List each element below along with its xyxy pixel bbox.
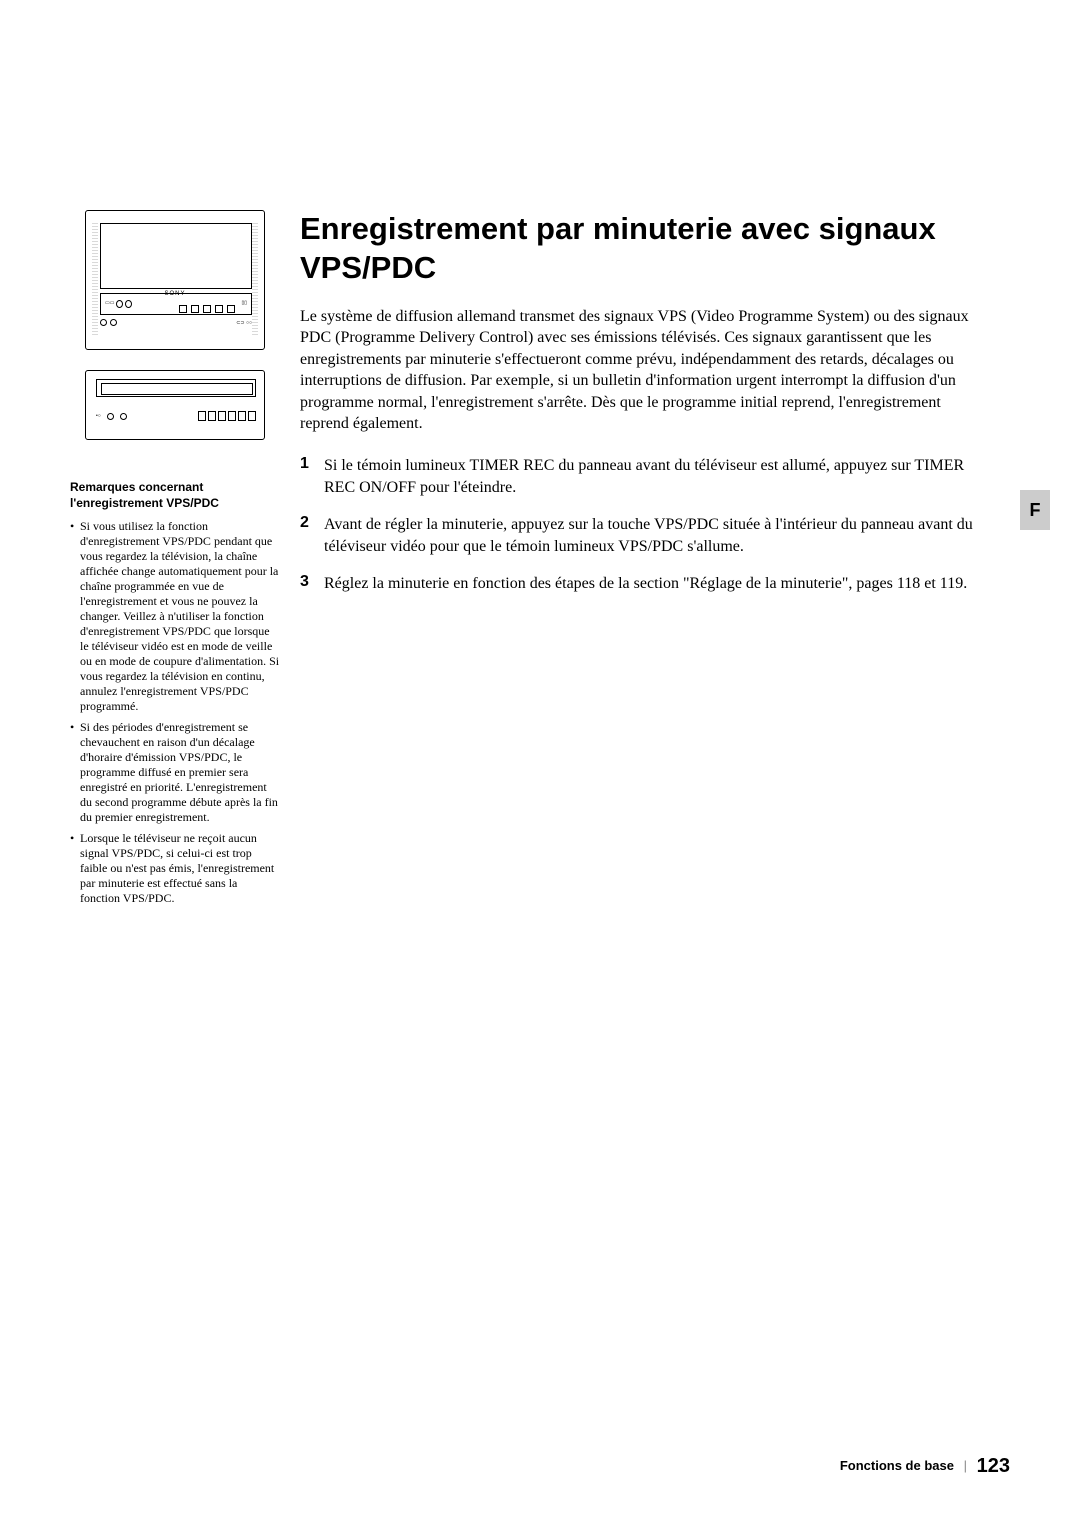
footer-section: Fonctions de base <box>840 1458 954 1473</box>
main-content: Enregistrement par minuterie avec signau… <box>300 210 980 611</box>
panel-button-icon <box>208 411 216 421</box>
sidebar-notes: Remarques concernant l'enregistrement VP… <box>70 480 280 906</box>
button-row <box>179 300 235 308</box>
vcr-controls: •○ <box>96 407 256 425</box>
speaker-left <box>92 223 98 335</box>
panel-icon: •○ <box>96 413 101 419</box>
step-2: 2 Avant de régler la minuterie, appuyez … <box>300 514 980 557</box>
tv-control-panel: ▭▭ ▯▯ <box>100 293 252 315</box>
panel-button-icon <box>215 305 223 313</box>
knob-icon <box>125 300 132 308</box>
page-title: Enregistrement par minuterie avec signau… <box>300 210 980 288</box>
panel-icon: ⊂⊃ ○○ <box>236 320 252 326</box>
step-3: 3 Réglez la minuterie en fonction des ét… <box>300 573 980 595</box>
intro-paragraph: Le système de diffusion allemand transme… <box>300 306 980 436</box>
footer-separator: | <box>964 1458 967 1473</box>
panel-button-icon <box>191 305 199 313</box>
tv-device-illustration: SONY ▭▭ ▯▯ ⊂⊃ ○○ <box>85 210 265 350</box>
step-1: 1 Si le témoin lumineux TIMER REC du pan… <box>300 455 980 498</box>
left-column: SONY ▭▭ ▯▯ ⊂⊃ ○○ <box>70 210 280 912</box>
knob-icon <box>100 319 107 326</box>
sidebar-item: Lorsque le téléviseur ne reçoit aucun si… <box>70 831 280 906</box>
panel-icon: ▯▯ <box>241 300 247 308</box>
tab-letter: F <box>1030 500 1041 521</box>
knob-icon <box>120 413 127 420</box>
step-text: Réglez la minuterie en fonction des étap… <box>324 573 967 595</box>
cassette-slot <box>96 379 256 397</box>
panel-button-icon <box>238 411 246 421</box>
cassette-door <box>101 383 253 395</box>
sidebar-heading: Remarques concernant l'enregistrement VP… <box>70 480 280 511</box>
knob-icon <box>116 300 123 308</box>
knob-icon <box>107 413 114 420</box>
step-number: 1 <box>300 455 324 498</box>
panel-button-icon <box>179 305 187 313</box>
panel-button-icon <box>198 411 206 421</box>
panel-button-icon <box>218 411 226 421</box>
panel-button-icon <box>227 305 235 313</box>
step-text: Avant de régler la minuterie, appuyez su… <box>324 514 980 557</box>
sidebar-item: Si des périodes d'enregistrement se chev… <box>70 720 280 825</box>
button-row <box>198 411 256 421</box>
step-number: 2 <box>300 514 324 557</box>
footer-page-number: 123 <box>977 1455 1010 1477</box>
page-footer: Fonctions de base | 123 <box>840 1455 1010 1478</box>
page: SONY ▭▭ ▯▯ ⊂⊃ ○○ <box>0 0 1080 1528</box>
language-tab: F <box>1020 490 1050 530</box>
speaker-right <box>252 223 258 335</box>
panel-button-icon <box>203 305 211 313</box>
panel-button-icon <box>228 411 236 421</box>
sidebar-list: Si vous utilisez la fonction d'enregistr… <box>70 519 280 906</box>
vcr-device-illustration: •○ <box>85 370 265 440</box>
step-text: Si le témoin lumineux TIMER REC du panne… <box>324 455 980 498</box>
panel-button-icon <box>248 411 256 421</box>
step-number: 3 <box>300 573 324 595</box>
tv-screen <box>100 223 252 289</box>
sidebar-item: Si vous utilisez la fonction d'enregistr… <box>70 519 280 714</box>
knob-icon <box>110 319 117 326</box>
panel-icon: ▭▭ <box>105 300 114 308</box>
tv-bottom-row: ⊂⊃ ○○ <box>100 319 252 326</box>
